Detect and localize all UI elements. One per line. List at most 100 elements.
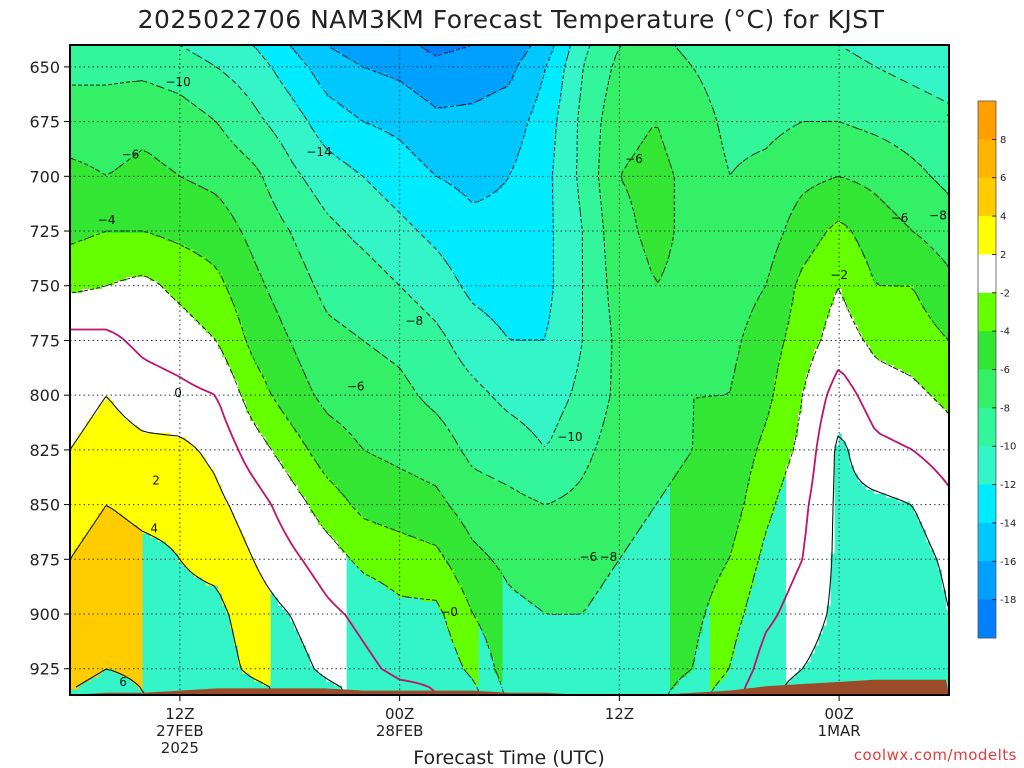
field-cell [306,45,311,66]
colorbar-swatch [978,101,996,140]
field-cell [838,221,843,290]
field-cell [510,81,515,170]
field-cell [746,157,751,322]
field-cell [202,189,207,258]
field-cell [290,237,295,346]
field-cell [210,45,215,66]
field-cell [706,97,711,398]
field-cell [370,69,375,126]
field-cell [786,325,791,466]
colorbar-swatch [978,561,996,601]
field-cell [738,165,743,346]
field-cell [826,121,831,182]
field-cell [338,225,343,326]
contour-label: 6 [119,675,127,689]
field-cell [702,45,707,90]
field-cell [490,477,495,562]
colorbar-swatch [978,177,996,217]
field-cell [222,45,227,74]
field-cell [414,93,419,158]
field-cell [902,373,907,502]
field-cell [642,141,647,250]
field-cell [586,45,591,54]
field-cell [158,85,163,162]
field-cell [266,293,271,390]
field-cell [842,177,847,226]
field-cell [374,45,379,74]
field-cell [174,173,179,242]
field-cell [842,225,847,302]
field-cell [266,189,271,294]
field-cell [598,141,603,194]
field-cell [438,177,443,254]
field-cell [486,557,491,646]
field-cell [402,373,407,470]
field-cell [406,381,411,474]
contour-label: −8 [405,314,423,328]
field-cell [434,177,439,250]
field-cell [626,165,631,194]
credit-text: coolwx.com/modelts [854,746,1017,764]
field-cell [162,89,167,166]
field-cell [734,533,739,642]
field-cell [254,425,259,566]
field-cell [514,341,519,418]
field-cell [206,189,211,262]
field-cell [514,69,519,162]
field-cell [918,301,923,386]
field-cell [418,541,423,598]
field-cell [270,45,275,70]
field-cell [122,233,127,282]
field-cell [322,309,327,410]
field-cell [446,105,451,182]
field-cell [282,45,287,86]
field-cell [370,453,375,522]
field-cell [294,53,299,106]
field-cell [890,145,895,210]
field-cell [702,397,707,618]
field-cell [206,61,211,118]
field-cell [278,317,283,410]
field-cell [854,325,859,474]
field-cell [86,289,91,422]
field-cell [238,149,243,230]
field-cell [386,45,391,78]
field-cell [378,73,383,130]
field-cell [426,405,431,482]
field-cell [74,293,79,442]
field-cell [850,181,855,234]
field-cell [826,45,831,122]
field-cell [922,309,927,390]
field-cell [494,481,499,566]
field-cell [694,45,699,74]
field-cell [422,165,427,238]
colorbar-swatch [978,407,996,447]
field-cell [486,477,491,558]
field-cell [390,465,395,530]
x-tick-date: 1MAR [818,722,861,740]
field-cell [774,253,779,378]
field-cell [222,281,227,358]
field-cell [154,281,159,434]
field-cell [686,45,691,62]
field-cell [150,233,155,282]
field-cell [498,329,503,406]
x-axis-title: Forecast Time (UTC) [413,747,604,768]
field-cell [834,293,839,446]
field-cell [194,53,199,106]
field-cell [906,373,911,502]
field-cell [502,185,507,334]
contour-label: −0 [440,605,458,619]
field-cell [822,181,827,238]
field-cell [146,45,151,82]
field-cell [362,249,367,342]
field-cell [314,45,319,78]
field-cell [542,45,547,74]
contour-label: −8 [600,550,618,564]
field-cell [126,421,131,522]
field-cell [402,85,407,146]
field-cell [354,245,359,338]
field-cell [566,53,571,402]
field-cell [318,405,323,470]
field-cell [238,229,243,322]
